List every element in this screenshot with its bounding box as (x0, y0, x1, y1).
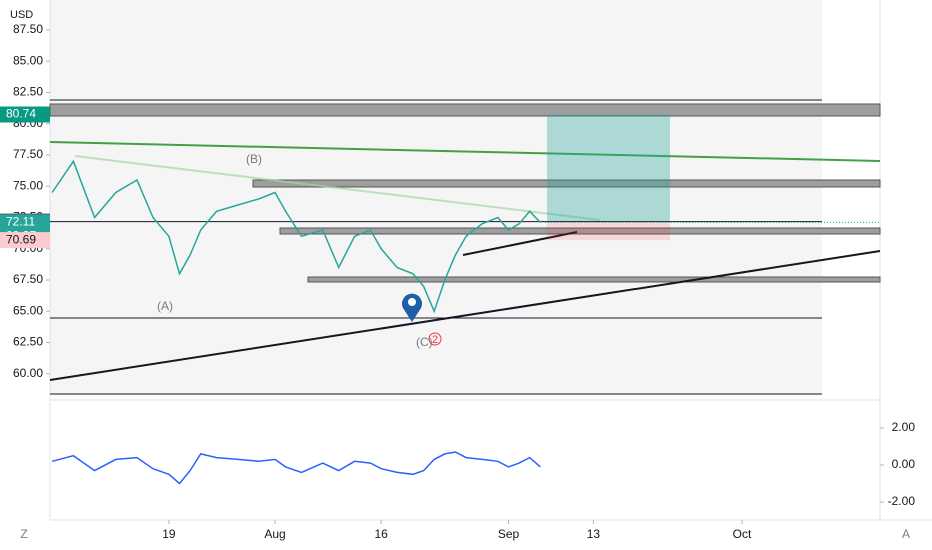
annotation: (A) (157, 299, 173, 313)
x-tick-label: 13 (587, 527, 601, 541)
annotation: (C) (416, 335, 433, 349)
y-tick-label: 62.50 (13, 335, 43, 349)
price-badge-label: 80.74 (6, 107, 36, 121)
zone (279, 227, 881, 235)
annotation-circle (428, 332, 442, 346)
price-badge (0, 232, 50, 249)
plot-shade (50, 0, 822, 395)
x-tick-label: 16 (374, 527, 388, 541)
trend-line (74, 155, 601, 221)
annotation: (B) (246, 152, 262, 166)
y-tick-label: 67.50 (13, 272, 43, 286)
y-tick-label: 85.00 (13, 53, 43, 67)
price-line (51, 159, 541, 314)
y-tick-label: 60.00 (13, 366, 43, 380)
trend-line (462, 231, 578, 256)
marker-pin (408, 298, 416, 306)
price-badge (0, 106, 50, 123)
button[interactable]: Z (20, 527, 27, 541)
y-tick-label: 82.50 (13, 85, 43, 99)
target-zone (547, 114, 670, 222)
x-tick-label: Oct (733, 527, 752, 541)
trend-line (49, 141, 881, 162)
y2-tick-label: 0.00 (892, 457, 916, 471)
annotation: 2 (432, 334, 438, 346)
zone (252, 179, 881, 188)
marker-pin (402, 293, 422, 322)
x-tick-label: Sep (498, 527, 520, 541)
oscillator-line (51, 451, 541, 485)
y-tick-label: 87.50 (13, 22, 43, 36)
x-tick-label: Aug (264, 527, 285, 541)
y2-tick-label: 2.00 (892, 420, 916, 434)
price-badge-label: 72.11 (6, 215, 35, 229)
y-tick-label: 75.00 (13, 178, 43, 192)
y-tick-label: 65.00 (13, 303, 43, 317)
currency: USD (10, 9, 33, 21)
price-badge-label: 70.69 (6, 232, 36, 246)
zone (307, 276, 881, 283)
zone (49, 103, 881, 117)
y2-tick-label: -2.00 (888, 494, 916, 508)
trend-line (49, 250, 881, 381)
x-tick-label: 19 (162, 527, 176, 541)
stop-zone (547, 221, 670, 241)
y-tick-label: 77.50 (13, 147, 43, 161)
button[interactable]: A (902, 527, 910, 541)
